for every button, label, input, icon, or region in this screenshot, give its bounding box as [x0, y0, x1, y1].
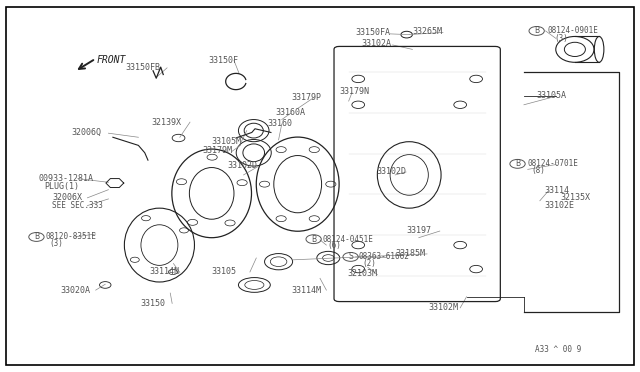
Text: (3): (3): [554, 34, 568, 43]
Text: 32135X: 32135X: [561, 193, 591, 202]
Text: (2): (2): [362, 259, 376, 269]
Text: 33102A: 33102A: [362, 39, 392, 48]
Text: 33020A: 33020A: [61, 286, 91, 295]
Text: 00933-1281A: 00933-1281A: [38, 174, 93, 183]
Text: SEE SEC.333: SEE SEC.333: [52, 201, 103, 210]
Text: (8): (8): [532, 166, 545, 175]
Text: (6): (6): [327, 241, 341, 250]
Text: 08124-0701E: 08124-0701E: [527, 159, 578, 169]
Text: 33114N: 33114N: [150, 267, 180, 276]
Text: 33102D: 33102D: [376, 167, 406, 176]
Text: 32006X: 32006X: [52, 193, 83, 202]
Text: 33150F: 33150F: [209, 56, 239, 65]
Text: 08124-0901E: 08124-0901E: [547, 26, 598, 35]
Text: 33150FA: 33150FA: [355, 28, 390, 37]
Text: 33179P: 33179P: [291, 93, 321, 102]
Text: 33150: 33150: [140, 299, 165, 308]
Text: 33105: 33105: [212, 267, 237, 276]
Text: 08124-0451E: 08124-0451E: [323, 235, 373, 244]
Text: B: B: [34, 232, 39, 241]
Text: 33114: 33114: [544, 186, 570, 195]
Text: 33185M: 33185M: [395, 249, 425, 258]
Text: 32139X: 32139X: [151, 118, 181, 126]
Text: 33179N: 33179N: [339, 87, 369, 96]
Text: (3): (3): [50, 240, 64, 248]
Text: 33105M: 33105M: [212, 137, 242, 146]
Text: B: B: [311, 235, 316, 244]
Text: 33102E: 33102E: [544, 201, 574, 210]
Text: 32103M: 32103M: [348, 269, 378, 278]
Text: 33114M: 33114M: [291, 286, 321, 295]
Text: 33102D: 33102D: [228, 161, 258, 170]
Text: 33197: 33197: [406, 226, 431, 235]
Text: 33160: 33160: [267, 119, 292, 128]
Text: B: B: [534, 26, 540, 35]
Text: 32006Q: 32006Q: [72, 128, 102, 137]
Text: S: S: [348, 252, 353, 262]
Text: 33265M: 33265M: [412, 27, 442, 36]
Text: B: B: [515, 159, 520, 169]
Text: 33160A: 33160A: [275, 108, 305, 117]
Text: 33102M: 33102M: [428, 302, 458, 312]
Text: 08120-8351E: 08120-8351E: [46, 232, 97, 241]
Text: 33105A: 33105A: [537, 91, 566, 100]
Text: PLUG(1): PLUG(1): [45, 182, 80, 190]
Text: 08363-61662: 08363-61662: [358, 252, 409, 262]
Text: 33150FB: 33150FB: [125, 63, 161, 72]
Text: 33179M: 33179M: [203, 146, 233, 155]
Text: A33 ^ 00 9: A33 ^ 00 9: [536, 345, 582, 354]
Text: FRONT: FRONT: [97, 55, 126, 65]
